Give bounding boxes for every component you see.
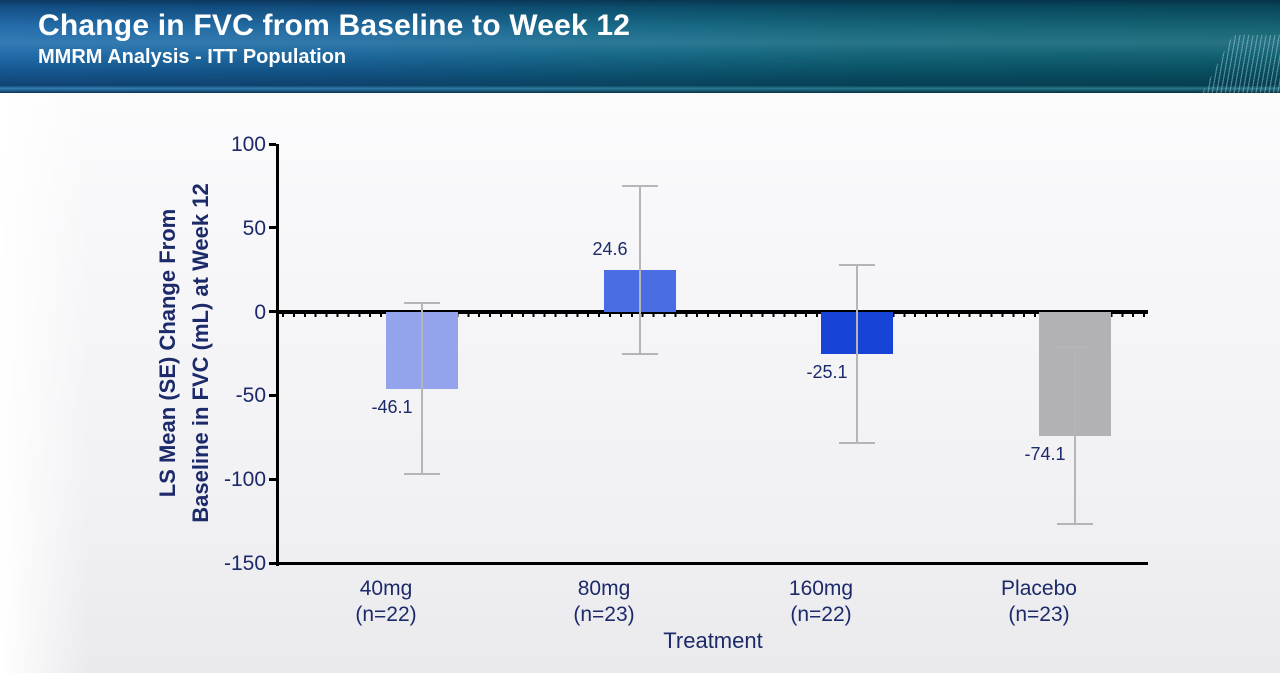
y-tick-label--150: -150	[223, 552, 266, 575]
x-tick-label-dose: Placebo	[1001, 577, 1077, 600]
error-bar-line-160mg	[856, 264, 858, 444]
error-bar-cap-top-40mg	[404, 302, 440, 305]
bar-value-label-160mg: -25.1	[806, 361, 848, 382]
x-tick-label-160mg: 160mg (n=22)	[789, 576, 853, 628]
error-bar-cap-top-80mg	[622, 184, 658, 187]
error-bar-line-Placebo	[1074, 346, 1076, 524]
y-tick-100	[269, 142, 276, 146]
x-tick-label-dose: 160mg	[788, 577, 854, 600]
page-title: Change in FVC from Baseline to Week 12	[38, 9, 631, 42]
y-tick-0	[269, 310, 276, 314]
error-bar-cap-top-Placebo	[1057, 345, 1093, 348]
y-axis-title-line1: LS Mean (SE) Change From	[155, 208, 180, 498]
y-tick-label-100: 100	[230, 133, 266, 156]
x-tick-label-80mg: 80mg (n=23)	[573, 576, 634, 628]
error-bar-cap-bottom-80mg	[622, 353, 658, 356]
page-subtitle: MMRM Analysis - ITT Population	[38, 46, 347, 68]
error-bar-cap-bottom-40mg	[404, 473, 440, 476]
bar-value-label-Placebo: -74.1	[1024, 443, 1066, 464]
y-tick-50	[269, 226, 276, 230]
x-tick-label-Placebo: Placebo (n=23)	[1001, 576, 1077, 628]
error-bar-cap-bottom-160mg	[839, 442, 875, 445]
y-tick--100	[269, 477, 276, 481]
bar-value-label-80mg: 24.6	[592, 239, 628, 260]
y-tick--150	[269, 561, 276, 565]
y-axis-title-line2: Baseline in FVC (mL) at Week 12	[188, 183, 213, 523]
x-tick-label-n: (n=22)	[790, 603, 852, 626]
y-tick--50	[269, 393, 276, 397]
x-axis-bottom-line	[276, 562, 1148, 565]
header-text: Change in FVC from Baseline to Week 12 M…	[38, 7, 630, 69]
x-tick-label-dose: 40mg	[359, 577, 413, 600]
x-tick-label-40mg: 40mg (n=22)	[355, 576, 416, 628]
bar-value-label-40mg: -46.1	[371, 396, 413, 417]
y-tick-label--100: -100	[223, 468, 266, 492]
error-bar-line-80mg	[639, 185, 641, 355]
y-axis-line	[276, 144, 279, 566]
zero-line-minor-ticks	[282, 313, 1146, 317]
y-tick-label-0: 0	[254, 300, 266, 324]
y-tick-label--50: -50	[235, 384, 266, 408]
y-axis-title: LS Mean (SE) Change From Baseline in FVC…	[151, 93, 219, 613]
slide-header: Change in FVC from Baseline to Week 12 M…	[0, 0, 1280, 93]
y-tick-label-50: 50	[242, 216, 266, 240]
header-stripes-decoration	[1202, 35, 1280, 93]
error-bar-cap-top-160mg	[839, 263, 875, 266]
x-tick-label-n: (n=22)	[355, 603, 417, 626]
x-axis-title: Treatment	[663, 628, 763, 653]
x-tick-label-n: (n=23)	[1008, 603, 1070, 626]
error-bar-line-40mg	[421, 303, 423, 475]
error-bar-cap-bottom-Placebo	[1057, 522, 1093, 525]
zero-line	[276, 309, 1148, 314]
x-tick-label-dose: 80mg	[577, 577, 631, 600]
x-tick-label-n: (n=23)	[573, 603, 635, 626]
